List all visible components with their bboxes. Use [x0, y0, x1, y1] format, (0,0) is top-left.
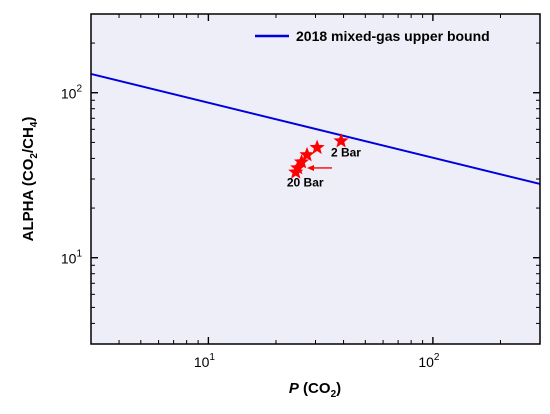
star-point	[288, 164, 304, 179]
y-tick-label-exponent: 1	[76, 249, 82, 260]
y-tick-label-base: 10	[61, 251, 77, 267]
legend-label: 2018 mixed-gas upper bound	[296, 28, 490, 44]
star-point	[299, 146, 315, 162]
y-axis-label-suffix: )	[20, 117, 37, 122]
y-axis-label: ALPHA (CO2/CH4)	[20, 117, 40, 242]
x-tick-label-base: 10	[194, 354, 210, 370]
star-point	[309, 139, 325, 155]
star-point	[293, 154, 310, 169]
star-point	[290, 159, 306, 175]
y-tick-label: 102	[61, 84, 83, 102]
y-axis-label-sub1: 2	[29, 153, 40, 159]
plot-area	[91, 14, 540, 344]
y-tick-label-exponent: 2	[76, 84, 82, 95]
pressure-arrow-head	[307, 164, 315, 171]
y-tick-label: 101	[61, 249, 83, 267]
x-tick-label-base: 10	[418, 354, 434, 370]
x-axis-label-sub: 2	[331, 389, 337, 400]
y-axis-label-prefix: ALPHA (CO	[20, 158, 37, 241]
legend: 2018 mixed-gas upper bound	[255, 28, 490, 44]
x-axis-label-italic: P	[289, 380, 300, 397]
x-axis-label-prefix: (CO	[299, 380, 331, 397]
star-point	[333, 132, 349, 148]
pressure-label: 20 Bar	[287, 176, 324, 190]
y-axis-label-sub2: 4	[29, 121, 40, 127]
upper-bound-line	[90, 72, 541, 185]
y-tick-label-base: 10	[61, 86, 77, 102]
series-layer	[90, 72, 541, 185]
x-tick-label-exponent: 1	[209, 352, 215, 363]
annotation-layer: 2 Bar 20 Bar	[287, 146, 361, 190]
x-tick-label: 101	[194, 352, 216, 370]
major-ticks	[91, 14, 540, 344]
x-tick-labels: 101 102	[194, 352, 440, 370]
x-tick-label-exponent: 2	[434, 352, 440, 363]
x-axis-label-suffix: )	[336, 380, 341, 397]
x-axis-label: P (CO2)	[289, 380, 341, 400]
plot-frame	[90, 13, 541, 345]
x-tick-label: 102	[418, 352, 440, 370]
y-axis-label-mid: /CH	[20, 127, 37, 153]
pressure-label: 2 Bar	[331, 146, 361, 160]
